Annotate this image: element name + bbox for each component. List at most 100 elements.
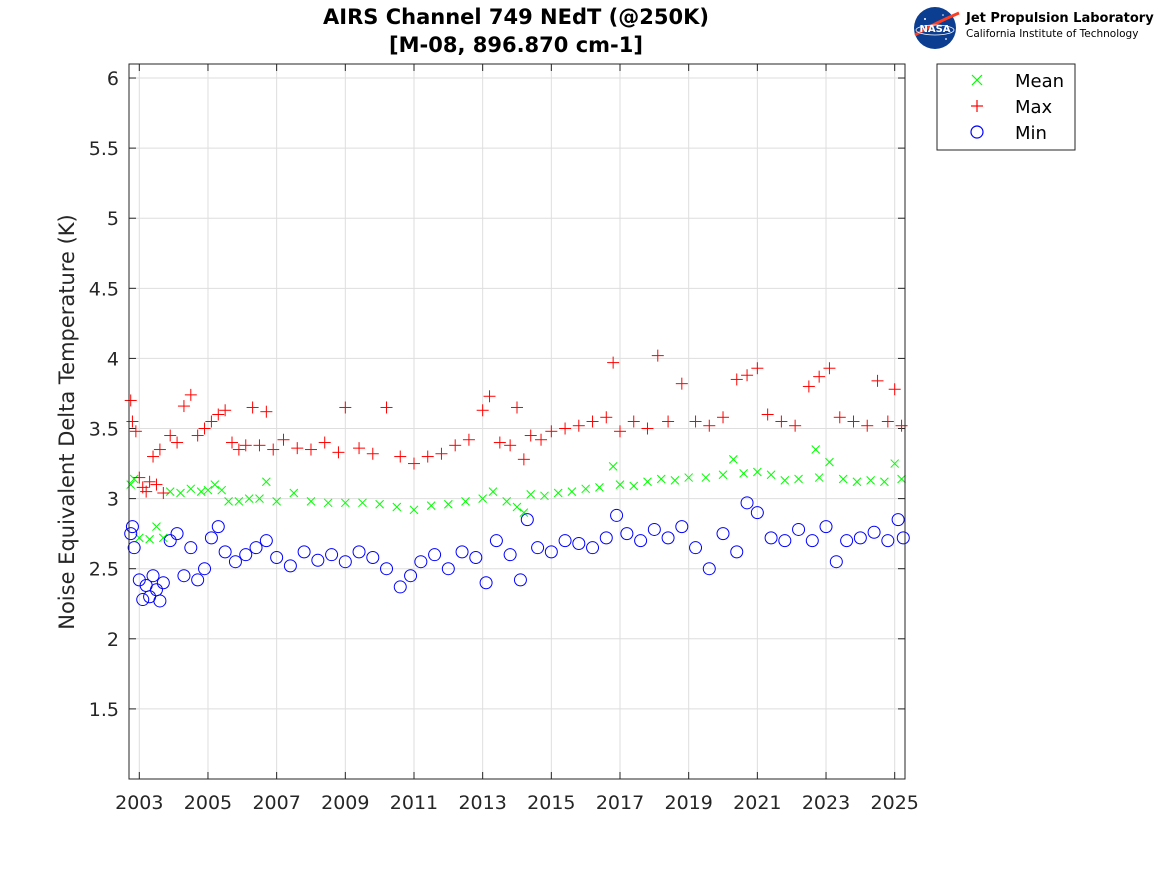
min-point bbox=[531, 541, 545, 555]
min-point bbox=[259, 534, 273, 548]
max-point bbox=[741, 369, 754, 382]
x-tick-label: 2009 bbox=[321, 792, 369, 814]
min-point bbox=[428, 548, 442, 562]
min-point bbox=[338, 555, 352, 569]
max-point bbox=[226, 436, 239, 449]
min-point bbox=[441, 562, 455, 576]
mean-point bbox=[461, 497, 470, 506]
mean-point bbox=[766, 470, 776, 480]
max-point bbox=[129, 425, 142, 438]
min-point bbox=[520, 513, 534, 527]
min-point bbox=[881, 534, 895, 548]
y-tick-label: 5.5 bbox=[89, 138, 119, 160]
mean-point bbox=[629, 481, 639, 491]
mean-point bbox=[306, 497, 316, 506]
max-point bbox=[184, 388, 197, 401]
legend-box bbox=[936, 63, 1076, 151]
min-point bbox=[125, 520, 139, 534]
legend-label-mean: Mean bbox=[1015, 71, 1064, 92]
min-point bbox=[184, 541, 198, 555]
max-point bbox=[394, 450, 407, 463]
mean-point bbox=[540, 491, 549, 501]
mean-point bbox=[739, 469, 748, 478]
y-tick-label: 4 bbox=[107, 348, 119, 370]
max-point bbox=[198, 422, 211, 435]
min-point bbox=[153, 594, 167, 608]
max-point bbox=[449, 439, 462, 452]
max-point bbox=[253, 439, 266, 452]
mean-point bbox=[375, 499, 385, 509]
mean-point bbox=[392, 502, 402, 512]
min-point bbox=[127, 541, 141, 555]
min-point bbox=[270, 550, 284, 564]
max-point bbox=[143, 475, 156, 488]
min-point bbox=[146, 569, 160, 583]
x-tick-label: 2019 bbox=[665, 792, 713, 814]
max-point bbox=[751, 362, 764, 375]
mean-point bbox=[880, 477, 889, 487]
mean-point bbox=[358, 498, 367, 508]
max-point bbox=[291, 442, 304, 455]
mean-point bbox=[502, 497, 512, 506]
y-axis-label: Noise Equivalent Delta Temperature (K) bbox=[55, 214, 79, 630]
max-point bbox=[614, 425, 627, 438]
axis-ticks: 2003 2005 2007 2009 2011 2013 2015 2017 2019 2021… bbox=[89, 64, 919, 814]
mean-point bbox=[203, 485, 213, 495]
max-point bbox=[888, 383, 901, 396]
min-point bbox=[228, 555, 242, 569]
min-point bbox=[503, 548, 517, 562]
max-point bbox=[730, 373, 743, 386]
y-tick-label: 3.5 bbox=[89, 419, 119, 441]
mean-point bbox=[272, 497, 281, 506]
x-tick-label: 2003 bbox=[115, 792, 163, 814]
max-point bbox=[559, 422, 572, 435]
min-point bbox=[599, 531, 613, 545]
max-point bbox=[239, 439, 252, 452]
min-point bbox=[891, 513, 905, 527]
mean-point bbox=[126, 480, 136, 489]
max-point bbox=[205, 415, 218, 428]
min-point bbox=[177, 569, 191, 583]
mean-point bbox=[866, 476, 876, 485]
max-point bbox=[761, 408, 774, 421]
mean-point bbox=[780, 476, 790, 485]
mean-point bbox=[234, 497, 244, 506]
mean-point bbox=[643, 477, 652, 487]
min-point bbox=[840, 534, 854, 548]
mean-point bbox=[897, 474, 906, 484]
max-point bbox=[212, 408, 225, 421]
max-point bbox=[435, 447, 448, 460]
min-point bbox=[218, 545, 232, 559]
min-point bbox=[792, 522, 806, 536]
mean-point bbox=[670, 476, 680, 485]
min-point bbox=[149, 583, 163, 597]
max-point bbox=[318, 436, 331, 449]
min-point bbox=[853, 531, 867, 545]
data-points bbox=[124, 349, 910, 608]
y-tick-label: 2 bbox=[107, 629, 119, 651]
nasa-meatball-icon: NASA bbox=[914, 7, 960, 49]
max-point bbox=[380, 401, 393, 414]
min-point bbox=[352, 545, 366, 559]
mean-point bbox=[224, 497, 233, 506]
legend-marker-mean bbox=[971, 74, 983, 86]
min-point bbox=[239, 548, 253, 562]
min-point bbox=[730, 545, 744, 559]
mean-point bbox=[261, 477, 271, 487]
mean-point bbox=[176, 488, 185, 498]
x-tick-label: 2011 bbox=[390, 792, 438, 814]
max-point bbox=[126, 415, 139, 428]
mean-point bbox=[426, 501, 436, 510]
mean-point bbox=[608, 462, 618, 471]
max-point bbox=[332, 446, 345, 459]
max-point bbox=[157, 487, 170, 499]
max-point bbox=[823, 362, 836, 375]
max-point bbox=[260, 405, 273, 418]
max-point bbox=[219, 404, 232, 417]
max-point bbox=[133, 471, 146, 484]
min-point bbox=[414, 555, 428, 569]
max-point bbox=[277, 433, 290, 446]
min-point bbox=[716, 527, 730, 541]
max-point bbox=[861, 419, 874, 432]
